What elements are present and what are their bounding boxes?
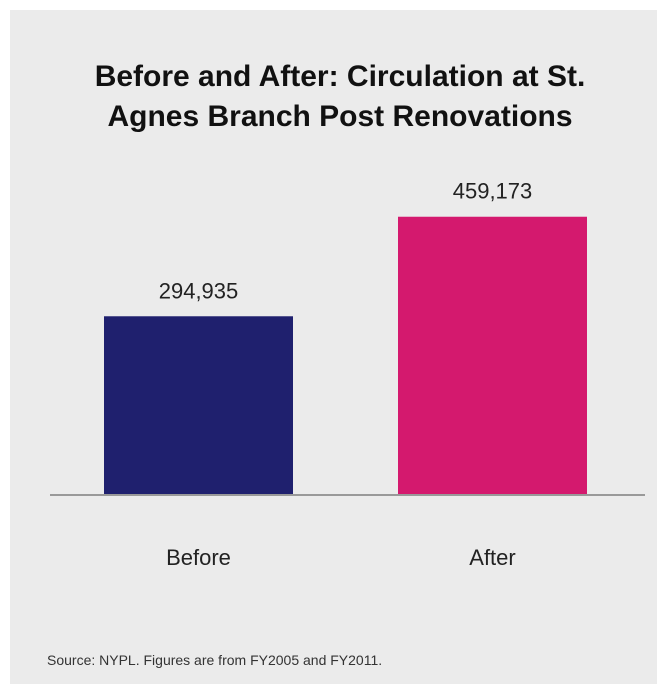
bar xyxy=(398,216,587,496)
source-note: Source: NYPL. Figures are from FY2005 an… xyxy=(47,652,383,668)
data-label: 459,173 xyxy=(453,179,533,204)
x-tick-label: Before xyxy=(166,545,231,570)
data-label: 294,935 xyxy=(159,278,239,303)
bar xyxy=(104,316,293,495)
x-tick-label: After xyxy=(469,545,515,570)
chart-title: Before and After: Circulation at St. Agn… xyxy=(94,60,586,133)
